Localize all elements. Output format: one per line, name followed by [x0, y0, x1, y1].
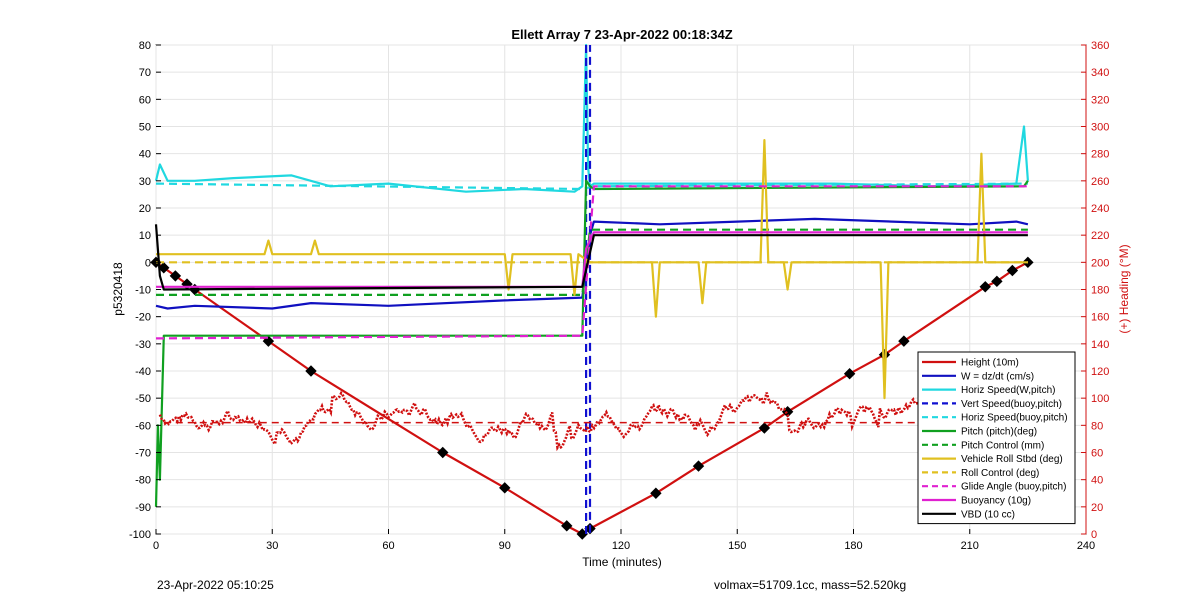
y2-tick-label: 120: [1091, 366, 1109, 378]
legend-entry: Vehicle Roll Stbd (deg): [961, 454, 1063, 465]
y-tick-label: 80: [139, 40, 151, 52]
x-tick-label: 240: [1077, 540, 1095, 552]
x-tick-label: 150: [728, 540, 746, 552]
y2-tick-label: 280: [1091, 149, 1109, 161]
height-marker: [758, 422, 771, 434]
y2-tick-label: 20: [1091, 502, 1103, 514]
height-marker: [979, 281, 991, 293]
y2-tick-label: 260: [1091, 176, 1109, 188]
y-tick-label: 20: [139, 203, 151, 215]
x-tick-label: 60: [382, 540, 394, 552]
legend-entry: VBD (10 cc): [961, 509, 1015, 520]
y2-tick-label: 100: [1091, 393, 1109, 405]
y-tick-label: -70: [135, 448, 151, 460]
series-line-2: [154, 43, 1029, 193]
x-tick-label: 30: [266, 540, 278, 552]
height-marker: [692, 460, 705, 472]
legend-entry: Pitch (pitch)(deg): [961, 427, 1037, 438]
y-tick-label: 10: [139, 230, 151, 242]
height-marker: [561, 520, 573, 532]
height-marker: [843, 368, 856, 380]
y2-tick-label: 340: [1091, 67, 1109, 79]
height-marker: [305, 365, 317, 377]
footer-vehicle-info: volmax=51709.1cc, mass=52.520kg: [714, 578, 907, 592]
y-tick-label: -30: [135, 339, 151, 351]
y-tick-label: -80: [135, 475, 151, 487]
y-tick-label: 60: [139, 94, 151, 106]
x-tick-label: 90: [499, 540, 511, 552]
y2-tick-label: 140: [1091, 339, 1109, 351]
height-marker: [898, 335, 910, 347]
height-marker: [650, 487, 662, 499]
y2-tick-label: 180: [1091, 285, 1109, 297]
y2-tick-label: 360: [1091, 40, 1109, 52]
y2-tick-label: 60: [1091, 448, 1103, 460]
y2-tick-label: 40: [1091, 475, 1103, 487]
y2-tick-label: 240: [1091, 203, 1109, 215]
footer-timestamp: 23-Apr-2022 05:10:25: [157, 578, 274, 592]
height-marker: [991, 275, 1003, 288]
y-tick-label: -60: [135, 420, 151, 432]
y2-tick-label: 80: [1091, 420, 1103, 432]
height-marker: [499, 482, 511, 494]
y-tick-label: -40: [135, 366, 151, 378]
x-tick-label: 210: [961, 540, 979, 552]
y2-tick-label: 320: [1091, 94, 1109, 106]
series-line-6: [156, 228, 1028, 296]
legend-entry: Horiz Speed(buoy,pitch): [961, 413, 1068, 424]
axis-ticks: 0 30 60 90 120 150 180 210 24080706050403020100-…: [129, 40, 1109, 552]
y2-tick-label: 300: [1091, 122, 1109, 134]
legend-entry: Buoyancy (10g): [961, 496, 1031, 507]
y-tick-label: -20: [135, 312, 151, 324]
x-tick-label: 120: [612, 540, 630, 552]
legend-entry: Pitch Control (mm): [961, 440, 1044, 451]
series-line-7: [156, 139, 1028, 400]
x-tick-label: 180: [844, 540, 862, 552]
y-tick-label: -10: [135, 285, 151, 297]
height-marker: [158, 262, 170, 274]
legend: Height (10m) W = dz/dt (cm/s) Horiz Speed(…: [917, 351, 1076, 525]
series-line-4: [155, 182, 1028, 191]
y-tick-label: 70: [139, 67, 151, 79]
y-tick-label: 50: [139, 122, 151, 134]
y-tick-label: -50: [135, 393, 151, 405]
legend-entry: Roll Control (deg): [961, 468, 1039, 479]
y-tick-label: -100: [129, 529, 151, 541]
y2-tick-label: 200: [1091, 257, 1109, 269]
y-tick-label: -90: [135, 502, 151, 514]
y2-axis-label: (+) Heading (°M): [1117, 244, 1131, 333]
series-line-11: [154, 224, 1028, 291]
x-tick-label: 0: [153, 540, 159, 552]
legend-box: [917, 351, 1076, 525]
y-tick-label: 40: [139, 149, 151, 161]
series-lines: [150, 43, 1034, 540]
y-tick-label: 30: [139, 176, 151, 188]
height-marker: [1006, 264, 1019, 277]
legend-entry: Horiz Speed(W,pitch): [961, 385, 1055, 396]
x-axis-label: Time (minutes): [582, 555, 662, 569]
y-tick-label: 0: [145, 257, 151, 269]
y2-tick-label: 0: [1091, 529, 1097, 541]
legend-entry: Height (10m): [961, 358, 1019, 369]
heading-trace: [158, 390, 1017, 452]
y2-tick-label: 220: [1091, 230, 1109, 242]
legend-entry: W = dz/dt (cm/s): [961, 371, 1034, 382]
heading-series: [158, 390, 1028, 452]
y-axis-label: p5320418: [111, 262, 125, 316]
height-marker: [878, 348, 891, 361]
legend-entry: Glide Angle (buoy,pitch): [961, 482, 1066, 493]
y2-tick-label: 160: [1091, 312, 1109, 324]
legend-entry: Vert Speed(buoy,pitch): [961, 399, 1062, 410]
height-marker: [437, 446, 449, 459]
chart-title: Ellett Array 7 23-Apr-2022 00:18:34Z: [511, 27, 732, 42]
height-marker: [169, 270, 182, 282]
